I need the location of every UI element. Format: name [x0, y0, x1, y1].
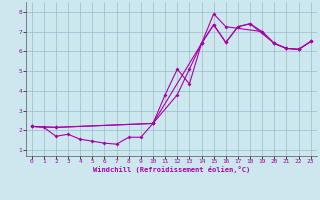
X-axis label: Windchill (Refroidissement éolien,°C): Windchill (Refroidissement éolien,°C) — [92, 166, 250, 173]
